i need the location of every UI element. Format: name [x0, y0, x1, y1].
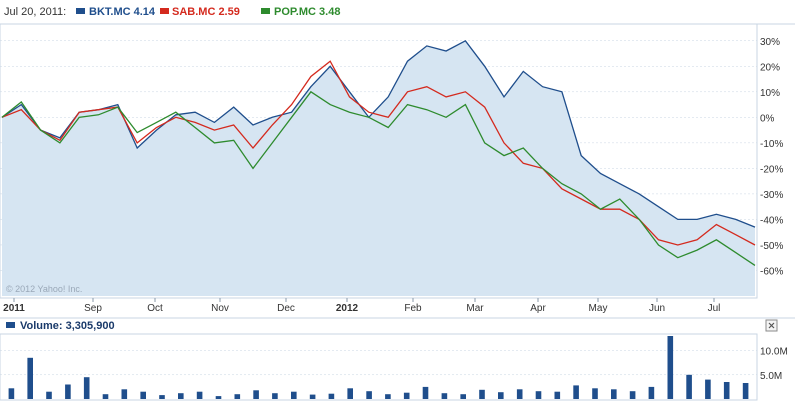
volume-bar	[253, 390, 259, 399]
x-tick-label: Dec	[277, 303, 295, 314]
volume-bar	[498, 392, 504, 399]
volume-legend-swatch	[6, 322, 15, 328]
y-tick-label: 30%	[760, 37, 780, 48]
pop-series-line	[1, 90, 756, 266]
volume-bar	[516, 389, 523, 399]
volume-bars	[8, 336, 749, 399]
x-tick-label: Apr	[530, 303, 546, 314]
volume-bar	[629, 391, 636, 399]
volume-axis-ticks: 10.0M 5.0M	[760, 347, 788, 382]
x-tick-label: Jun	[649, 303, 665, 314]
volume-bar	[686, 374, 692, 399]
sab-series-line	[1, 60, 756, 246]
volume-tick-label: 5.0M	[760, 371, 782, 382]
volume-bar	[178, 393, 184, 399]
volume-bar	[159, 395, 165, 399]
volume-bar	[102, 394, 109, 399]
volume-bar	[554, 391, 561, 399]
volume-bar	[347, 388, 353, 399]
volume-bar	[8, 388, 15, 399]
y-tick-label: 10%	[760, 88, 780, 99]
volume-bar	[403, 392, 410, 399]
copyright-watermark: © 2012 Yahoo! Inc.	[6, 284, 82, 294]
date-label: Jul 20, 2011:	[4, 6, 66, 18]
y-tick-label: 0%	[760, 113, 775, 124]
volume-bar	[742, 383, 749, 399]
volume-tick-label: 10.0M	[760, 347, 788, 358]
y-tick-label: -10%	[760, 139, 783, 150]
y-tick-label: -40%	[760, 215, 783, 226]
volume-bar	[667, 336, 674, 399]
y-axis-ticks: 30% 20% 10% 0% -10% -20% -30% -40% -50% -60%	[760, 37, 783, 278]
volume-bar	[366, 391, 372, 399]
x-tick-label: Feb	[404, 303, 422, 314]
volume-bar	[611, 389, 617, 399]
close-icon[interactable]	[765, 319, 778, 332]
volume-bar	[648, 386, 655, 399]
volume-bar	[234, 394, 241, 399]
x-tick-label: Oct	[147, 303, 163, 314]
volume-bar	[65, 384, 71, 399]
volume-bar	[385, 394, 391, 399]
volume-bar	[705, 379, 711, 399]
volume-bar	[272, 393, 278, 399]
x-tick-label: May	[589, 303, 608, 314]
volume-label: Volume: 3,305,900	[20, 320, 115, 332]
y-tick-label: -20%	[760, 164, 783, 175]
volume-plot-frame	[0, 333, 758, 401]
x-tick-label: 2011	[3, 303, 25, 314]
chart-header: Jul 20, 2011: BKT.MC 4.14 SAB.MC 2.59 PO…	[0, 6, 795, 25]
volume-bar	[309, 394, 316, 399]
volume-bar	[291, 391, 297, 399]
bkt-legend-label: BKT.MC 4.14	[89, 6, 156, 18]
volume-bar	[196, 391, 203, 399]
volume-bar	[422, 386, 429, 399]
volume-bar	[573, 385, 579, 399]
volume-bar	[46, 391, 52, 399]
bkt-legend-swatch	[76, 8, 85, 14]
y-tick-label: 20%	[760, 62, 780, 73]
volume-bar	[215, 396, 222, 399]
volume-bar	[535, 391, 542, 399]
volume-bar	[83, 377, 90, 399]
volume-bar	[441, 393, 448, 399]
sab-legend-label: SAB.MC 2.59	[172, 6, 240, 18]
series-lines	[1, 39, 756, 266]
volume-bar	[592, 388, 598, 399]
x-tick-label: Jul	[708, 303, 721, 314]
y-tick-label: -50%	[760, 241, 783, 252]
volume-bar	[121, 389, 128, 399]
volume-bar	[460, 394, 466, 399]
x-tick-label: Sep	[84, 303, 102, 314]
x-tick-label: Nov	[211, 303, 229, 314]
volume-bar	[27, 357, 33, 399]
volume-bar	[328, 393, 335, 399]
x-tick-label: 2012	[336, 303, 359, 314]
volume-bar	[479, 389, 485, 399]
volume-bar	[723, 382, 730, 399]
pop-legend-label: POP.MC 3.48	[274, 6, 340, 18]
sab-legend-swatch	[160, 8, 169, 14]
pop-legend-swatch	[261, 8, 270, 14]
y-tick-label: -60%	[760, 266, 783, 277]
bkt-area-fill	[2, 40, 755, 296]
x-axis-ticks: 2011 Sep Oct Nov Dec 2012 Feb Mar Apr May Jun Jul	[3, 298, 720, 314]
x-tick-label: Mar	[466, 303, 484, 314]
volume-bar	[140, 391, 146, 399]
y-tick-label: -30%	[760, 190, 783, 201]
